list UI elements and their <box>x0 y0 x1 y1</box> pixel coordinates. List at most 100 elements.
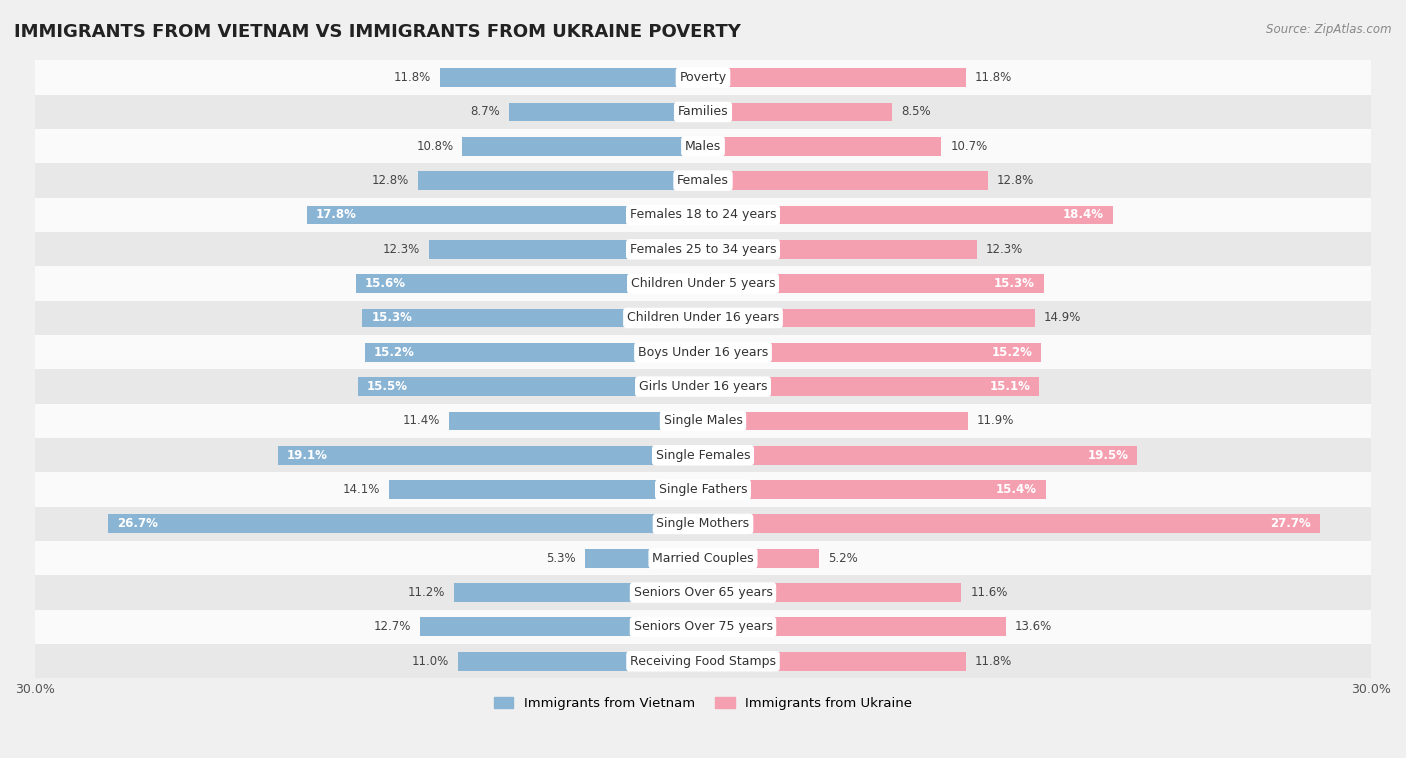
Text: 11.6%: 11.6% <box>970 586 1008 599</box>
Bar <box>0 438 1406 472</box>
Bar <box>703 652 966 671</box>
Text: 12.3%: 12.3% <box>986 243 1024 255</box>
Bar <box>449 412 703 431</box>
Bar <box>703 309 1035 327</box>
Bar <box>0 644 1406 678</box>
Bar <box>703 343 1042 362</box>
Bar <box>703 137 941 155</box>
Bar <box>0 232 1406 267</box>
Text: Families: Families <box>678 105 728 118</box>
Bar <box>0 472 1406 507</box>
Text: Seniors Over 75 years: Seniors Over 75 years <box>634 621 772 634</box>
Text: 12.8%: 12.8% <box>997 174 1035 187</box>
Bar <box>703 240 977 258</box>
Text: Females 25 to 34 years: Females 25 to 34 years <box>630 243 776 255</box>
Bar <box>585 549 703 568</box>
Bar <box>0 95 1406 129</box>
Text: Single Fathers: Single Fathers <box>659 483 747 496</box>
Bar <box>359 377 703 396</box>
Legend: Immigrants from Vietnam, Immigrants from Ukraine: Immigrants from Vietnam, Immigrants from… <box>488 691 918 715</box>
Bar <box>0 267 1406 301</box>
Bar <box>0 609 1406 644</box>
Text: 15.1%: 15.1% <box>990 380 1031 393</box>
Bar <box>277 446 703 465</box>
Bar <box>703 205 1112 224</box>
Text: Receiving Food Stamps: Receiving Food Stamps <box>630 655 776 668</box>
Text: 15.4%: 15.4% <box>995 483 1038 496</box>
Text: Females 18 to 24 years: Females 18 to 24 years <box>630 208 776 221</box>
Text: 19.1%: 19.1% <box>287 449 328 462</box>
Text: 15.6%: 15.6% <box>364 277 405 290</box>
Text: 8.7%: 8.7% <box>471 105 501 118</box>
Text: 11.8%: 11.8% <box>394 71 432 84</box>
Bar <box>509 102 703 121</box>
Text: Single Mothers: Single Mothers <box>657 518 749 531</box>
Text: 19.5%: 19.5% <box>1087 449 1129 462</box>
Text: 5.3%: 5.3% <box>547 552 576 565</box>
Text: Females: Females <box>678 174 728 187</box>
Bar <box>703 583 962 602</box>
Bar <box>703 102 893 121</box>
Text: 12.3%: 12.3% <box>382 243 420 255</box>
Bar <box>703 412 967 431</box>
Text: 17.8%: 17.8% <box>315 208 356 221</box>
Bar <box>420 618 703 637</box>
Text: 11.4%: 11.4% <box>404 415 440 428</box>
Bar <box>703 480 1046 499</box>
Text: Poverty: Poverty <box>679 71 727 84</box>
Bar <box>703 171 988 190</box>
Text: 26.7%: 26.7% <box>117 518 159 531</box>
Bar <box>364 343 703 362</box>
Bar <box>418 171 703 190</box>
Bar <box>703 377 1039 396</box>
Text: 15.3%: 15.3% <box>371 312 412 324</box>
Text: Single Females: Single Females <box>655 449 751 462</box>
Bar <box>703 515 1320 534</box>
Text: Children Under 16 years: Children Under 16 years <box>627 312 779 324</box>
Text: 11.9%: 11.9% <box>977 415 1014 428</box>
Text: 14.9%: 14.9% <box>1043 312 1081 324</box>
Bar <box>0 61 1406 95</box>
Text: 15.3%: 15.3% <box>994 277 1035 290</box>
Text: 12.7%: 12.7% <box>374 621 412 634</box>
Bar <box>363 309 703 327</box>
Text: 14.1%: 14.1% <box>343 483 380 496</box>
Bar <box>454 583 703 602</box>
Bar <box>429 240 703 258</box>
Text: 11.2%: 11.2% <box>408 586 444 599</box>
Text: 11.8%: 11.8% <box>974 71 1012 84</box>
Text: 11.8%: 11.8% <box>974 655 1012 668</box>
Bar <box>440 68 703 87</box>
Bar <box>703 549 818 568</box>
Text: 5.2%: 5.2% <box>828 552 858 565</box>
Bar <box>0 541 1406 575</box>
Bar <box>0 301 1406 335</box>
Bar <box>703 618 1005 637</box>
Bar <box>0 129 1406 164</box>
Text: 13.6%: 13.6% <box>1015 621 1052 634</box>
Text: Single Males: Single Males <box>664 415 742 428</box>
Text: 15.2%: 15.2% <box>374 346 415 359</box>
Text: Boys Under 16 years: Boys Under 16 years <box>638 346 768 359</box>
Text: Males: Males <box>685 139 721 153</box>
Text: 8.5%: 8.5% <box>901 105 931 118</box>
Bar <box>703 274 1043 293</box>
Bar <box>0 404 1406 438</box>
Bar <box>0 575 1406 609</box>
Bar <box>0 507 1406 541</box>
Text: 10.8%: 10.8% <box>416 139 454 153</box>
Bar <box>703 446 1137 465</box>
Bar <box>0 164 1406 198</box>
Bar <box>0 198 1406 232</box>
Bar <box>0 335 1406 369</box>
Text: Married Couples: Married Couples <box>652 552 754 565</box>
Bar <box>356 274 703 293</box>
Bar <box>463 137 703 155</box>
Bar <box>108 515 703 534</box>
Text: 18.4%: 18.4% <box>1063 208 1104 221</box>
Text: Children Under 5 years: Children Under 5 years <box>631 277 775 290</box>
Bar <box>703 68 966 87</box>
Text: Girls Under 16 years: Girls Under 16 years <box>638 380 768 393</box>
Text: Seniors Over 65 years: Seniors Over 65 years <box>634 586 772 599</box>
Text: 11.0%: 11.0% <box>412 655 449 668</box>
